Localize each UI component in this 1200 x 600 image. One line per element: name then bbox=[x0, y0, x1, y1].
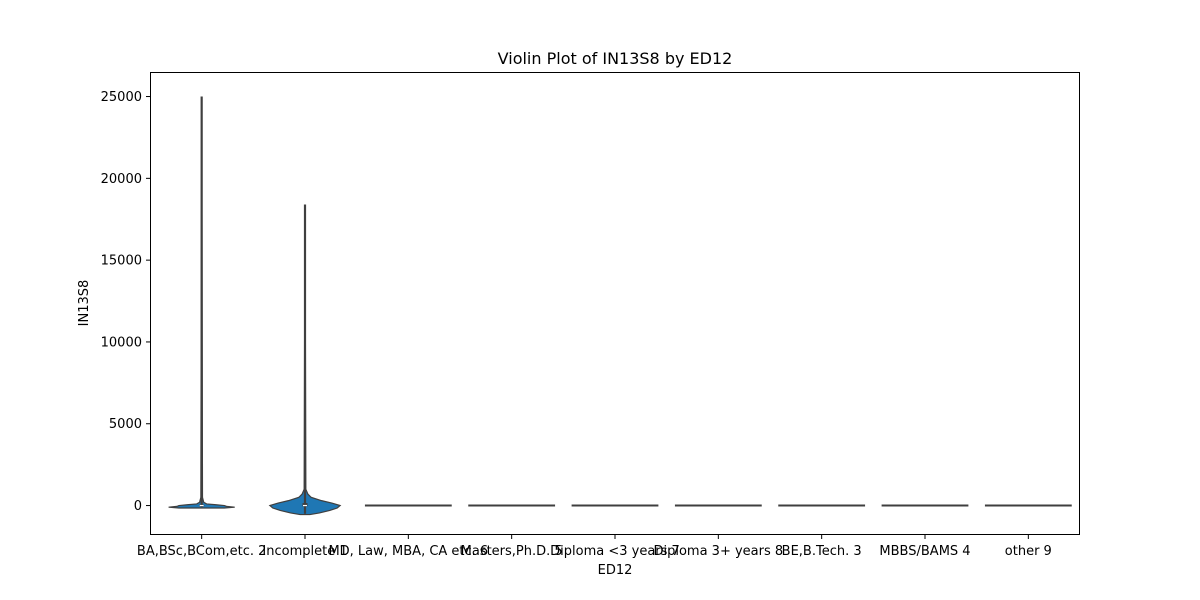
x-tick-label: other 9 bbox=[1005, 544, 1052, 559]
x-tick-label: BA,BSc,BCom,etc. 2 bbox=[137, 544, 266, 559]
x-tick-label: Incomplete 1 bbox=[262, 544, 347, 559]
plot-area: 0 5000 10000 15000 20000 25000 BA,BSc,BCom,etc… bbox=[101, 90, 1072, 559]
y-tick-label: 10000 bbox=[101, 335, 142, 350]
y-tick-label: 5000 bbox=[109, 417, 142, 432]
violin-iqr-box bbox=[302, 503, 308, 507]
chart-title: Violin Plot of IN13S8 by ED12 bbox=[498, 49, 733, 68]
x-axis-label: ED12 bbox=[598, 563, 633, 578]
y-tick-label: 20000 bbox=[101, 172, 142, 187]
y-tick-label: 15000 bbox=[101, 254, 142, 269]
x-tick-label: BE,B.Tech. 3 bbox=[782, 544, 862, 559]
x-tick-label: MBBS/BAMS 4 bbox=[879, 544, 970, 559]
x-tick-label: Masters,Ph.D. 5 bbox=[461, 544, 563, 559]
axes-frame bbox=[150, 72, 1080, 535]
x-tick-label: Diploma 3+ years 8 bbox=[653, 544, 783, 559]
y-tick-label: 0 bbox=[134, 499, 142, 514]
x-tick-label: Diploma <3 years 7 bbox=[550, 544, 680, 559]
x-tick-label: MD, Law, MBA, CA etc. 6 bbox=[328, 544, 488, 559]
y-tick-label: 25000 bbox=[101, 90, 142, 105]
y-axis-label: IN13S8 bbox=[77, 280, 92, 327]
